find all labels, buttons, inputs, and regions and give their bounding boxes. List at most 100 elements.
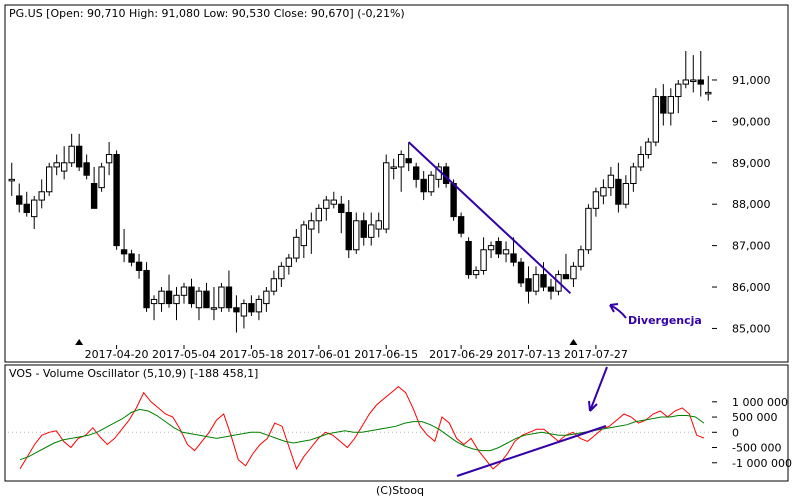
candle-body (90, 183, 98, 209)
candle-body (682, 79, 689, 85)
candle-body (637, 154, 645, 168)
candle-body (368, 224, 375, 238)
candle-body (615, 178, 622, 205)
candle-body (173, 294, 180, 305)
candle-body (323, 199, 330, 209)
price-y-tick-label: 87,000 (732, 240, 771, 253)
candle-body (150, 298, 158, 305)
candle-body (195, 290, 203, 309)
candle-body (645, 141, 652, 156)
candle-body (427, 174, 435, 193)
candle-body (285, 257, 293, 267)
candle-body (218, 286, 225, 309)
candle-body (577, 249, 585, 267)
candle-body (622, 183, 630, 205)
candle-body (465, 240, 472, 276)
candle-body (487, 245, 495, 251)
price-x-tick-label: 2017-05-04 (152, 348, 216, 361)
candle-body (457, 216, 465, 234)
candle-body (375, 220, 382, 230)
divergence-annotation: Divergencja (628, 314, 702, 327)
candle-body (255, 298, 263, 313)
candle-body (16, 195, 23, 205)
candle-body (630, 166, 637, 184)
candle-body (210, 307, 218, 310)
candle-body (495, 240, 502, 255)
candle-body (397, 154, 405, 168)
candle-body (360, 220, 367, 238)
price-y-tick-label: 90,000 (732, 115, 771, 128)
candle-body (675, 83, 682, 98)
candle-body (53, 162, 60, 168)
candle-body (510, 253, 517, 263)
candle-body (225, 286, 233, 309)
candle-body (83, 162, 90, 176)
candle-body (412, 166, 420, 180)
candle-body (143, 269, 150, 309)
price-y-tick-label: 85,000 (732, 322, 771, 335)
vos-y-tick-label: 500 000 (732, 411, 778, 424)
price-y-tick-label: 91,000 (732, 74, 771, 87)
price-y-tick-label: 89,000 (732, 157, 771, 170)
price-x-tick-label: 2017-07-13 (497, 348, 561, 361)
price-trendline (407, 141, 572, 295)
candle-body (330, 199, 337, 205)
candle-body (562, 274, 570, 280)
candle-body (240, 303, 248, 317)
candle-body (338, 203, 345, 213)
price-x-tick-label: 2017-05-18 (219, 348, 283, 361)
candle-body (98, 166, 105, 189)
vos-y-tick-label: 0 (732, 426, 739, 439)
vos-panel: VOS - Volume Oscillator (5,10,9) [-188 4… (4, 364, 789, 482)
candle-body (532, 274, 540, 292)
price-title: PG.US [Open: 90,710 High: 91,080 Low: 90… (9, 7, 405, 20)
candle-body (300, 224, 308, 247)
candle-body (540, 274, 547, 288)
candle-body (667, 96, 675, 114)
vos-title: VOS - Volume Oscillator (5,10,9) [-188 4… (9, 367, 258, 380)
triangle-marker (75, 339, 84, 345)
footer-copyright: (C)Stooq (376, 484, 424, 497)
candle-body (203, 290, 210, 309)
candle-body (45, 166, 53, 193)
candle-body (31, 199, 38, 218)
triangle-marker (569, 339, 578, 345)
candle-body (278, 265, 285, 280)
price-panel: PG.US [Open: 90,710 High: 91,080 Low: 90… (4, 4, 789, 363)
candle-body (525, 278, 532, 292)
candle-body (480, 249, 487, 271)
candle-body (383, 162, 390, 230)
price-frame (4, 4, 789, 363)
candle-body (570, 265, 577, 280)
divergence-arrowhead-down (588, 400, 598, 412)
vos-frame (4, 364, 789, 482)
candle-body (517, 261, 525, 284)
candle-body (390, 166, 397, 169)
candle-body (315, 207, 323, 222)
price-x-tick-label: 2017-07-27 (564, 348, 628, 361)
vos-trendline (456, 425, 607, 477)
candle-body (450, 183, 457, 218)
candle-body (585, 207, 592, 251)
candle-body (472, 269, 480, 276)
candle-body (158, 290, 165, 305)
candle-body (68, 145, 75, 164)
price-y-tick-label: 88,000 (732, 198, 771, 211)
price-x-tick-label: 2017-06-15 (354, 348, 418, 361)
candle-body (180, 286, 188, 296)
candle-body (405, 158, 412, 164)
candle-body (308, 220, 315, 230)
candle-body (293, 236, 300, 259)
candle-body (353, 220, 360, 251)
candle-body (105, 154, 113, 164)
candle-body (120, 249, 128, 255)
candle-body (600, 187, 607, 197)
candle-body (345, 211, 352, 251)
candle-body (165, 290, 173, 305)
candle-body (420, 178, 427, 193)
candle-body (38, 191, 45, 201)
candle-body (75, 145, 83, 168)
candle-body (705, 91, 712, 95)
candle-body (113, 154, 120, 247)
